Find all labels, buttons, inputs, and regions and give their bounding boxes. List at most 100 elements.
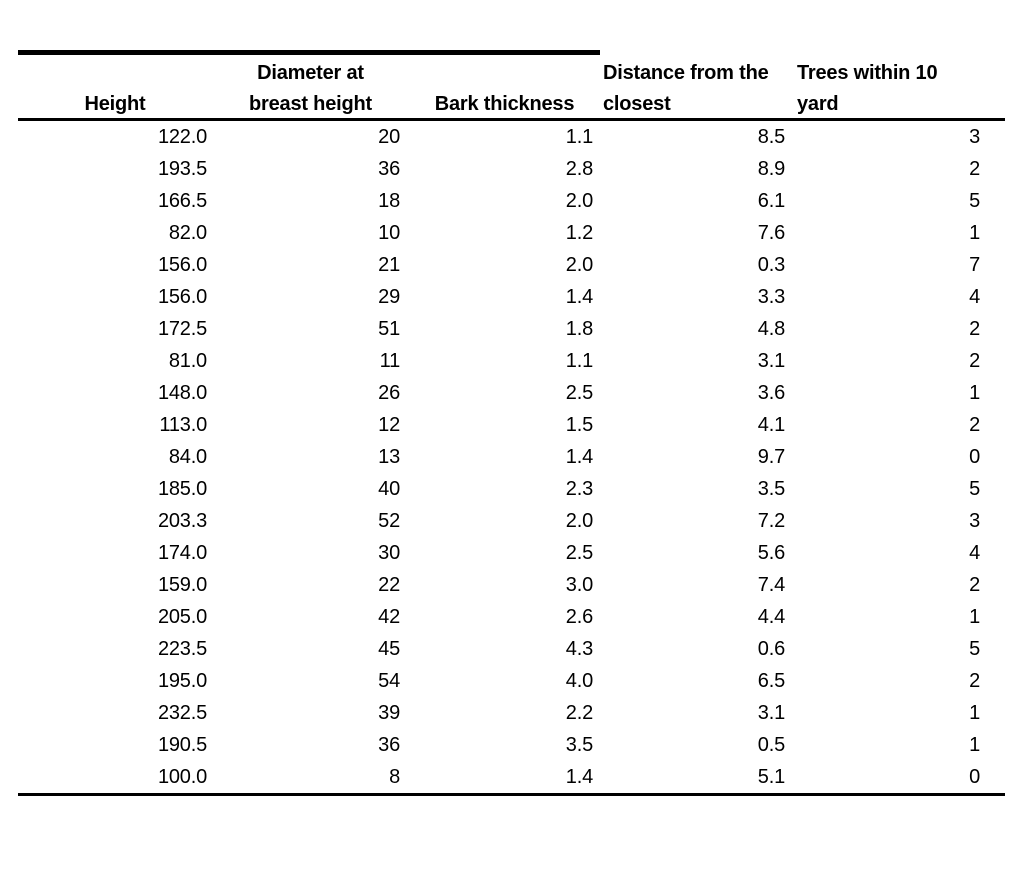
table-row: 203.3 52 2.0 7.2 3 <box>18 505 1005 537</box>
table-cell: 2 <box>969 414 980 436</box>
table-cell: 26 <box>378 382 400 404</box>
table-cell: 156.0 <box>157 286 207 308</box>
table-cell: 2.3 <box>565 478 593 500</box>
table-cell: 8.9 <box>757 158 785 180</box>
table-cell: 2.6 <box>565 606 593 628</box>
table-cell: 148.0 <box>157 382 207 404</box>
table-cell: 1 <box>969 222 980 244</box>
table-cell: 223.5 <box>157 638 207 660</box>
table-row: 156.0 21 2.0 0.3 7 <box>18 249 1005 281</box>
table-cell: 5 <box>969 638 980 660</box>
table-cell: 4.1 <box>757 414 785 436</box>
table-cell: 2 <box>969 574 980 596</box>
table-cell: 0.3 <box>757 254 785 276</box>
table-row: 223.5 45 4.3 0.6 5 <box>18 633 1005 665</box>
header-cell-height: Height <box>18 91 212 121</box>
table-cell: 5.6 <box>757 542 785 564</box>
table-body: 122.0 20 1.1 8.5 3 193.5 36 2.8 8.9 2 166.5 18 2.0 6.… <box>18 120 1005 796</box>
table-cell: 54 <box>378 670 400 692</box>
table-cell: 21 <box>378 254 400 276</box>
table-row: 82.0 10 1.2 7.6 1 <box>18 217 1005 249</box>
table-cell: 11 <box>379 350 401 372</box>
table-cell: 1.4 <box>565 286 593 308</box>
table-cell: 172.5 <box>157 318 207 340</box>
header-row-top: Diameter at Distance from the Trees with… <box>18 50 1005 91</box>
table-cell: 2.5 <box>565 542 593 564</box>
table-cell: 1.1 <box>565 126 593 148</box>
table-cell: 36 <box>378 734 400 756</box>
table-cell: 4.8 <box>757 318 785 340</box>
table-cell: 4.3 <box>565 638 593 660</box>
table-cell: 232.5 <box>157 702 207 724</box>
table-cell: 8.5 <box>757 126 785 148</box>
table-row: 193.5 36 2.8 8.9 2 <box>18 153 1005 185</box>
table-cell: 2 <box>969 670 980 692</box>
table-row: 84.0 13 1.4 9.7 0 <box>18 441 1005 473</box>
table-cell: 122.0 <box>157 126 207 148</box>
table-row: 100.0 8 1.4 5.1 0 <box>18 761 1005 796</box>
table-cell: 2 <box>969 350 980 372</box>
table-cell: 1.8 <box>565 318 593 340</box>
table-cell: 5 <box>969 478 980 500</box>
table-cell: 12 <box>378 414 400 436</box>
header-cell-trees-line2: yard <box>793 91 1005 121</box>
table-cell: 193.5 <box>157 158 207 180</box>
table-cell: 185.0 <box>157 478 207 500</box>
table-cell: 4 <box>969 542 980 564</box>
table-cell: 3.1 <box>757 350 785 372</box>
table-cell: 2 <box>969 318 980 340</box>
table-cell: 205.0 <box>157 606 207 628</box>
table-cell: 84.0 <box>168 446 207 468</box>
table-row: 156.0 29 1.4 3.3 4 <box>18 281 1005 313</box>
table-cell: 3.3 <box>757 286 785 308</box>
table-cell: 0 <box>793 761 1005 796</box>
table-cell: 10 <box>378 222 400 244</box>
table-cell: 7.6 <box>757 222 785 244</box>
table-cell: 18 <box>378 190 400 212</box>
table-cell: 2.0 <box>565 510 593 532</box>
table-cell: 52 <box>378 510 400 532</box>
table-row: 159.0 22 3.0 7.4 2 <box>18 569 1005 601</box>
table-cell: 3.1 <box>757 702 785 724</box>
table-cell: 3.6 <box>757 382 785 404</box>
table-row: 185.0 40 2.3 3.5 5 <box>18 473 1005 505</box>
table-row: 166.5 18 2.0 6.1 5 <box>18 185 1005 217</box>
header-cell-distance-line1: Distance from the <box>603 62 769 84</box>
table-cell: 1.5 <box>565 414 593 436</box>
table-cell: 7 <box>969 254 980 276</box>
table-cell: 190.5 <box>157 734 207 756</box>
table-cell: 3.5 <box>565 734 593 756</box>
table-row: 232.5 39 2.2 3.1 1 <box>18 697 1005 729</box>
table-cell: 174.0 <box>157 542 207 564</box>
table-cell: 1 <box>969 606 980 628</box>
table-cell: 4 <box>969 286 980 308</box>
table-cell: 4.4 <box>757 606 785 628</box>
table-cell: 1.4 <box>409 761 600 796</box>
table-cell: 6.5 <box>757 670 785 692</box>
table-cell: 2.5 <box>565 382 593 404</box>
table-cell: 8 <box>212 761 409 796</box>
table-cell: 6.1 <box>757 190 785 212</box>
table-cell: 22 <box>378 574 400 596</box>
header-row-bottom: Height breast height Bark thickness clos… <box>18 91 1005 121</box>
table-cell: 156.0 <box>157 254 207 276</box>
header-cell-bark-spacer <box>409 50 600 91</box>
table-cell: 1.2 <box>565 222 593 244</box>
table-cell: 30 <box>378 542 400 564</box>
table-cell: 166.5 <box>157 190 207 212</box>
table-cell: 1.1 <box>565 350 593 372</box>
table-row: 148.0 26 2.5 3.6 1 <box>18 377 1005 409</box>
table-row: 190.5 36 3.5 0.5 1 <box>18 729 1005 761</box>
table-cell: 3.0 <box>565 574 593 596</box>
table-cell: 42 <box>378 606 400 628</box>
table-cell: 2.2 <box>565 702 593 724</box>
header-cell-bark-thickness: Bark thickness <box>409 91 600 121</box>
table-cell: 2.0 <box>565 190 593 212</box>
table-cell: 7.2 <box>757 510 785 532</box>
table-cell: 159.0 <box>157 574 207 596</box>
table-cell: 45 <box>378 638 400 660</box>
table-cell: 3 <box>969 126 980 148</box>
header-cell-height-spacer <box>18 50 212 91</box>
table-cell: 1.4 <box>565 446 593 468</box>
table-cell: 81.0 <box>168 350 207 372</box>
